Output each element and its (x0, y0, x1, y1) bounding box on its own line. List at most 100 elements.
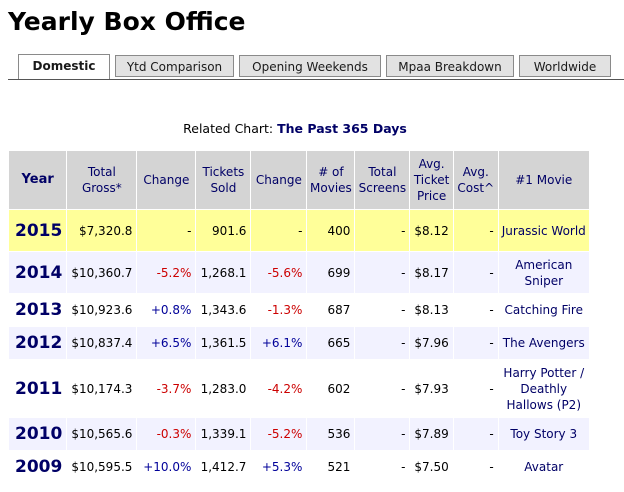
table-row: 2015 $7,320.8 - 901.6 - 400 - $8.12 - Ju… (7, 209, 590, 252)
tab-bar: Domestic Ytd Comparison Opening Weekends… (0, 54, 624, 79)
table-row: 2011 $10,174.3 -3.7% 1,283.0 -4.2% 602 -… (7, 359, 590, 418)
top-movie-link[interactable]: Harry Potter / Deathly Hallows (P2) (497, 359, 590, 418)
gross-cell: $10,837.4 (66, 326, 138, 360)
table-header-row: Year Total Gross* Change Tickets Sold Ch… (7, 150, 590, 210)
tab-opening-weekends[interactable]: Opening Weekends (239, 55, 381, 77)
year-link[interactable]: 2010 (7, 417, 68, 451)
movies-cell: 521 (306, 450, 356, 484)
price-cell: $7.93 (409, 359, 454, 418)
movies-cell: 536 (306, 417, 356, 451)
table-row: 2014 $10,360.7 -5.2% 1,268.1 -5.6% 699 -… (7, 251, 590, 294)
price-cell: $7.50 (409, 450, 454, 484)
cost-cell: - (452, 251, 499, 294)
top-movie-link[interactable]: Jurassic World (497, 209, 590, 252)
year-link[interactable]: 2013 (7, 293, 68, 327)
change-cell: - (136, 209, 197, 252)
col-header-year[interactable]: Year (7, 150, 68, 210)
screens-cell: - (354, 209, 411, 252)
change-cell: +6.5% (136, 326, 197, 360)
tickets-cell: 1,283.0 (195, 359, 252, 418)
year-link[interactable]: 2011 (7, 359, 68, 418)
ticket-change-cell: +6.1% (250, 326, 308, 360)
box-office-table: Year Total Gross* Change Tickets Sold Ch… (7, 150, 590, 484)
tickets-cell: 1,339.1 (195, 417, 252, 451)
cost-cell: - (452, 326, 499, 360)
col-header-change[interactable]: Change (136, 150, 197, 210)
year-link[interactable]: 2012 (7, 326, 68, 360)
movies-cell: 699 (306, 251, 356, 294)
cost-cell: - (452, 450, 499, 484)
ticket-change-cell: - (250, 209, 308, 252)
movies-cell: 602 (306, 359, 356, 418)
price-cell: $8.12 (409, 209, 454, 252)
related-chart-label: Related Chart: (183, 121, 274, 136)
table-row: 2010 $10,565.6 -0.3% 1,339.1 -5.2% 536 -… (7, 417, 590, 451)
ticket-change-cell: -4.2% (250, 359, 308, 418)
ticket-change-cell: -5.2% (250, 417, 308, 451)
gross-cell: $10,565.6 (66, 417, 138, 451)
tickets-cell: 1,343.6 (195, 293, 252, 327)
gross-cell: $10,923.6 (66, 293, 138, 327)
gross-cell: $10,595.5 (66, 450, 138, 484)
tab-domestic[interactable]: Domestic (18, 54, 110, 79)
screens-cell: - (354, 359, 411, 418)
screens-cell: - (354, 293, 411, 327)
related-chart: Related Chart: The Past 365 Days (0, 121, 590, 136)
cost-cell: - (452, 359, 499, 418)
price-cell: $8.13 (409, 293, 454, 327)
gross-cell: $10,360.7 (66, 251, 138, 294)
tickets-cell: 1,268.1 (195, 251, 252, 294)
screens-cell: - (354, 417, 411, 451)
tab-mpaa-breakdown[interactable]: Mpaa Breakdown (386, 55, 514, 77)
top-movie-link[interactable]: Catching Fire (497, 293, 590, 327)
price-cell: $8.17 (409, 251, 454, 294)
top-movie-link[interactable]: Toy Story 3 (497, 417, 590, 451)
screens-cell: - (354, 326, 411, 360)
price-cell: $7.89 (409, 417, 454, 451)
cost-cell: - (452, 209, 499, 252)
year-link[interactable]: 2009 (7, 450, 68, 484)
tab-ytd-comparison[interactable]: Ytd Comparison (115, 55, 234, 77)
ticket-change-cell: -1.3% (250, 293, 308, 327)
change-cell: -5.2% (136, 251, 197, 294)
change-cell: +0.8% (136, 293, 197, 327)
related-chart-link[interactable]: The Past 365 Days (277, 121, 407, 136)
screens-cell: - (354, 450, 411, 484)
tickets-cell: 901.6 (195, 209, 252, 252)
page-title: Yearly Box Office (8, 7, 246, 36)
col-header-total-gross[interactable]: Total Gross* (66, 150, 138, 210)
year-link[interactable]: 2015 (7, 209, 68, 252)
tickets-cell: 1,412.7 (195, 450, 252, 484)
change-cell: -0.3% (136, 417, 197, 451)
change-cell: +10.0% (136, 450, 197, 484)
cost-cell: - (452, 417, 499, 451)
top-movie-link[interactable]: Avatar (497, 450, 590, 484)
top-movie-link[interactable]: American Sniper (497, 251, 590, 294)
tickets-cell: 1,361.5 (195, 326, 252, 360)
tab-worldwide[interactable]: Worldwide (519, 55, 611, 77)
table-row: 2012 $10,837.4 +6.5% 1,361.5 +6.1% 665 -… (7, 326, 590, 360)
screens-cell: - (354, 251, 411, 294)
movies-cell: 687 (306, 293, 356, 327)
col-header-total-screens[interactable]: Total Screens (354, 150, 411, 210)
tab-divider (8, 79, 624, 80)
ticket-change-cell: +5.3% (250, 450, 308, 484)
cost-cell: - (452, 293, 499, 327)
col-header-avg-ticket-price[interactable]: Avg. Ticket Price (409, 150, 454, 210)
movies-cell: 400 (306, 209, 356, 252)
col-header-tickets-sold[interactable]: Tickets Sold (195, 150, 252, 210)
ticket-change-cell: -5.6% (250, 251, 308, 294)
col-header-num-movies[interactable]: # of Movies (306, 150, 356, 210)
col-header-ticket-change[interactable]: Change (250, 150, 308, 210)
top-movie-link[interactable]: The Avengers (497, 326, 590, 360)
change-cell: -3.7% (136, 359, 197, 418)
table-row: 2013 $10,923.6 +0.8% 1,343.6 -1.3% 687 -… (7, 293, 590, 327)
col-header-avg-cost[interactable]: Avg. Cost^ (452, 150, 499, 210)
gross-cell: $10,174.3 (66, 359, 138, 418)
table-row: 2009 $10,595.5 +10.0% 1,412.7 +5.3% 521 … (7, 450, 590, 484)
year-link[interactable]: 2014 (7, 251, 68, 294)
col-header-top-movie[interactable]: #1 Movie (497, 150, 590, 210)
movies-cell: 665 (306, 326, 356, 360)
price-cell: $7.96 (409, 326, 454, 360)
gross-cell: $7,320.8 (66, 209, 138, 252)
